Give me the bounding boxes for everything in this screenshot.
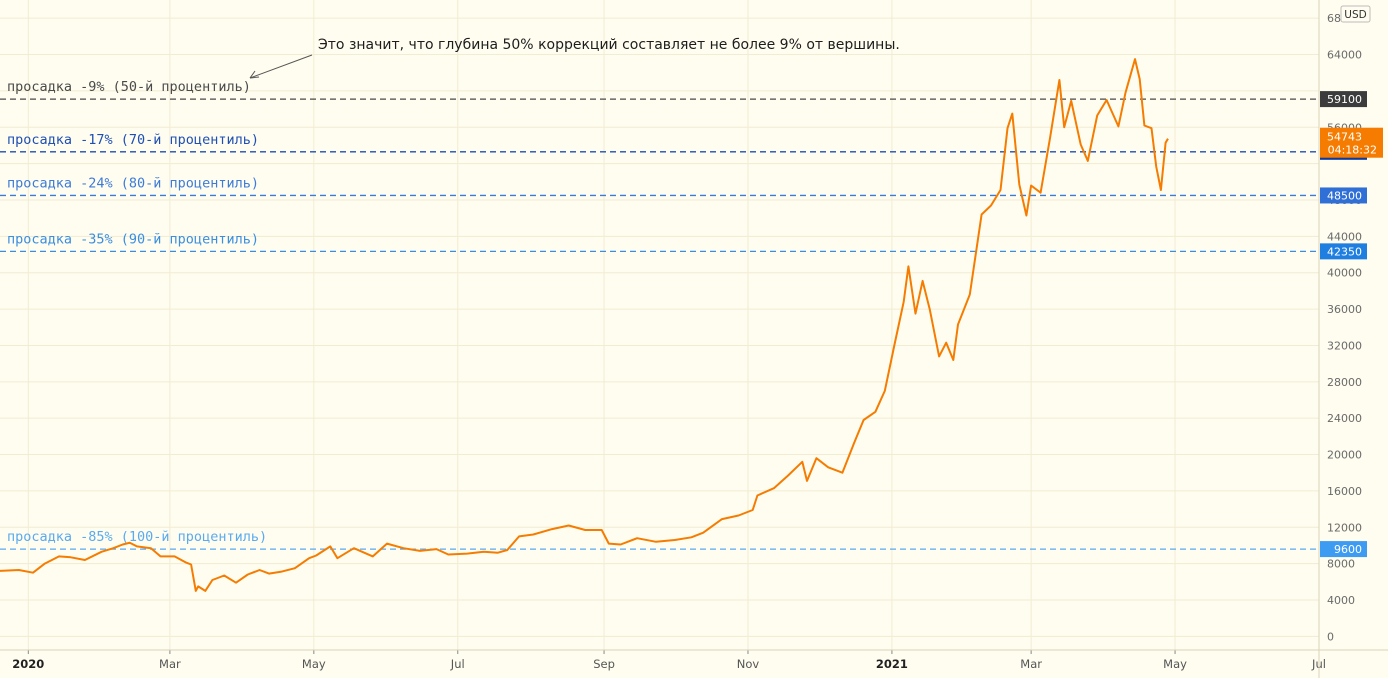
y-tick-label: 8000 xyxy=(1327,558,1355,571)
annotation-arrow xyxy=(249,54,313,79)
level-label: просадка -17% (70-й процентиль) xyxy=(7,132,259,148)
x-tick-label: Nov xyxy=(737,657,760,671)
level-badge xyxy=(1320,187,1367,204)
y-tick-label: 28000 xyxy=(1327,376,1362,389)
x-tick-label: Jul xyxy=(450,657,465,671)
last-price-badge xyxy=(1320,127,1383,158)
x-tick-label: Sep xyxy=(593,657,615,671)
y-tick-label: 4000 xyxy=(1327,594,1355,607)
last-price-value: 54743 xyxy=(1327,131,1362,144)
y-tick-label: 12000 xyxy=(1327,521,1362,534)
last-price-countdown: 04:18:32 xyxy=(1328,144,1377,157)
y-tick-label: 44000 xyxy=(1327,230,1362,243)
y-tick-label: 40000 xyxy=(1327,267,1362,280)
level-lines: просадка -9% (50-й процентиль) просадка -… xyxy=(0,79,1319,550)
currency-badge-box xyxy=(1340,5,1371,23)
level-label: просадка -9% (50-й процентиль) xyxy=(7,79,251,95)
y-tick-label: 0 xyxy=(1327,630,1334,643)
level-badge-value: 42350 xyxy=(1327,245,1362,258)
price-series xyxy=(0,58,1169,592)
level-label: просадка -35% (90-й процентиль) xyxy=(7,231,259,247)
level-label: просадка -24% (80-й процентиль) xyxy=(7,175,259,191)
annotation-group: Это значит, что глубина 50% коррекций со… xyxy=(249,37,900,79)
currency-label: USD xyxy=(1344,9,1366,21)
x-tick-label: 2021 xyxy=(876,657,908,671)
annotation-text: Это значит, что глубина 50% коррекций со… xyxy=(318,37,900,53)
y-tick-label: 64000 xyxy=(1327,49,1362,62)
x-tick-label: May xyxy=(1163,657,1187,671)
level-badge xyxy=(1320,243,1367,260)
level-badge-value: 59100 xyxy=(1327,93,1362,106)
x-tick-label: Mar xyxy=(1020,657,1042,671)
x-tick-label: May xyxy=(302,657,326,671)
level-badge xyxy=(1320,91,1367,108)
grid xyxy=(0,0,1320,650)
price-badges: 5910053300485004235096005474304:18:32 xyxy=(1320,91,1383,558)
arrow-head-icon xyxy=(249,70,260,79)
level-badge-value: 48500 xyxy=(1327,189,1362,202)
x-tick-label: 2020 xyxy=(12,657,44,671)
y-tick-label: 16000 xyxy=(1327,485,1362,498)
currency-badge[interactable]: USD xyxy=(1340,5,1371,23)
level-badge-value: 9600 xyxy=(1334,543,1362,556)
y-tick-label: 36000 xyxy=(1327,303,1362,316)
y-tick-label: 24000 xyxy=(1327,412,1362,425)
level-label: просадка -85% (100-й процентиль) xyxy=(7,529,267,545)
y-tick-label: 20000 xyxy=(1327,449,1362,462)
price-line xyxy=(0,58,1169,592)
y-tick-label: 32000 xyxy=(1327,339,1362,352)
level-badge xyxy=(1320,541,1367,558)
x-tick-label: Mar xyxy=(159,657,181,671)
